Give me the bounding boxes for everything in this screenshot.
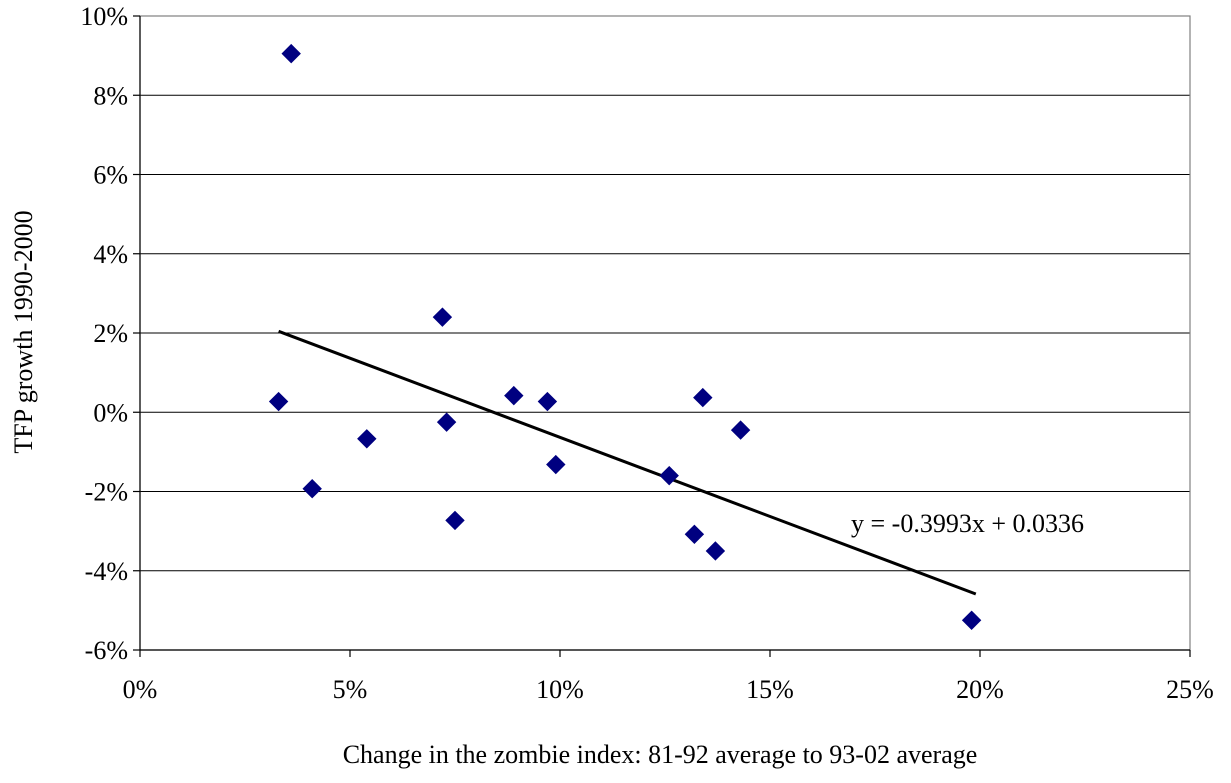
x-axis-title: Change in the zombie index: 81-92 averag… [343,740,978,769]
x-tick-label: 15% [746,675,794,704]
data-point [268,391,289,412]
trendline-group [278,329,977,596]
trendline [278,329,977,596]
data-point [659,465,679,486]
data-point [705,541,726,561]
x-tick-label: 20% [956,675,1004,704]
data-point [302,479,322,499]
axes: -6% -4% -2% 0% 2% 4% 6% 8% 10% 0% 5% 10% 15% 20% 25% [80,2,1214,704]
y-axis-title: TFP growth 1990-2000 [9,210,38,453]
y-tick-label: 10% [80,2,128,31]
y-tick-label: 2% [93,319,128,348]
data-point [537,391,558,412]
data-point [693,387,713,408]
data-point [504,385,524,406]
y-tick-label: 8% [93,81,128,110]
y-tick-label: -2% [85,478,128,507]
gridlines [140,15,1190,651]
data-point [357,429,377,449]
data-point [445,510,465,531]
data-point [546,454,566,475]
y-tick-label: 0% [93,398,128,427]
data-point [436,412,457,432]
trendline-equation: y = -0.3993x + 0.0336 [851,509,1084,538]
x-tick-label: 25% [1166,675,1214,704]
x-tick-label: 5% [333,675,368,704]
data-points [268,43,982,630]
x-tick-label: 10% [536,675,584,704]
data-point [432,307,453,327]
y-tick-label: 4% [93,240,128,269]
data-point [730,420,751,440]
x-tick-label: 0% [123,675,158,704]
y-tick-label: -6% [85,636,128,665]
data-point [281,43,301,64]
labels: Change in the zombie index: 81-92 averag… [9,210,1084,769]
y-tick-label: 6% [93,161,128,190]
y-tick-label: -4% [85,557,128,586]
data-point [684,524,705,545]
data-point [961,610,982,630]
